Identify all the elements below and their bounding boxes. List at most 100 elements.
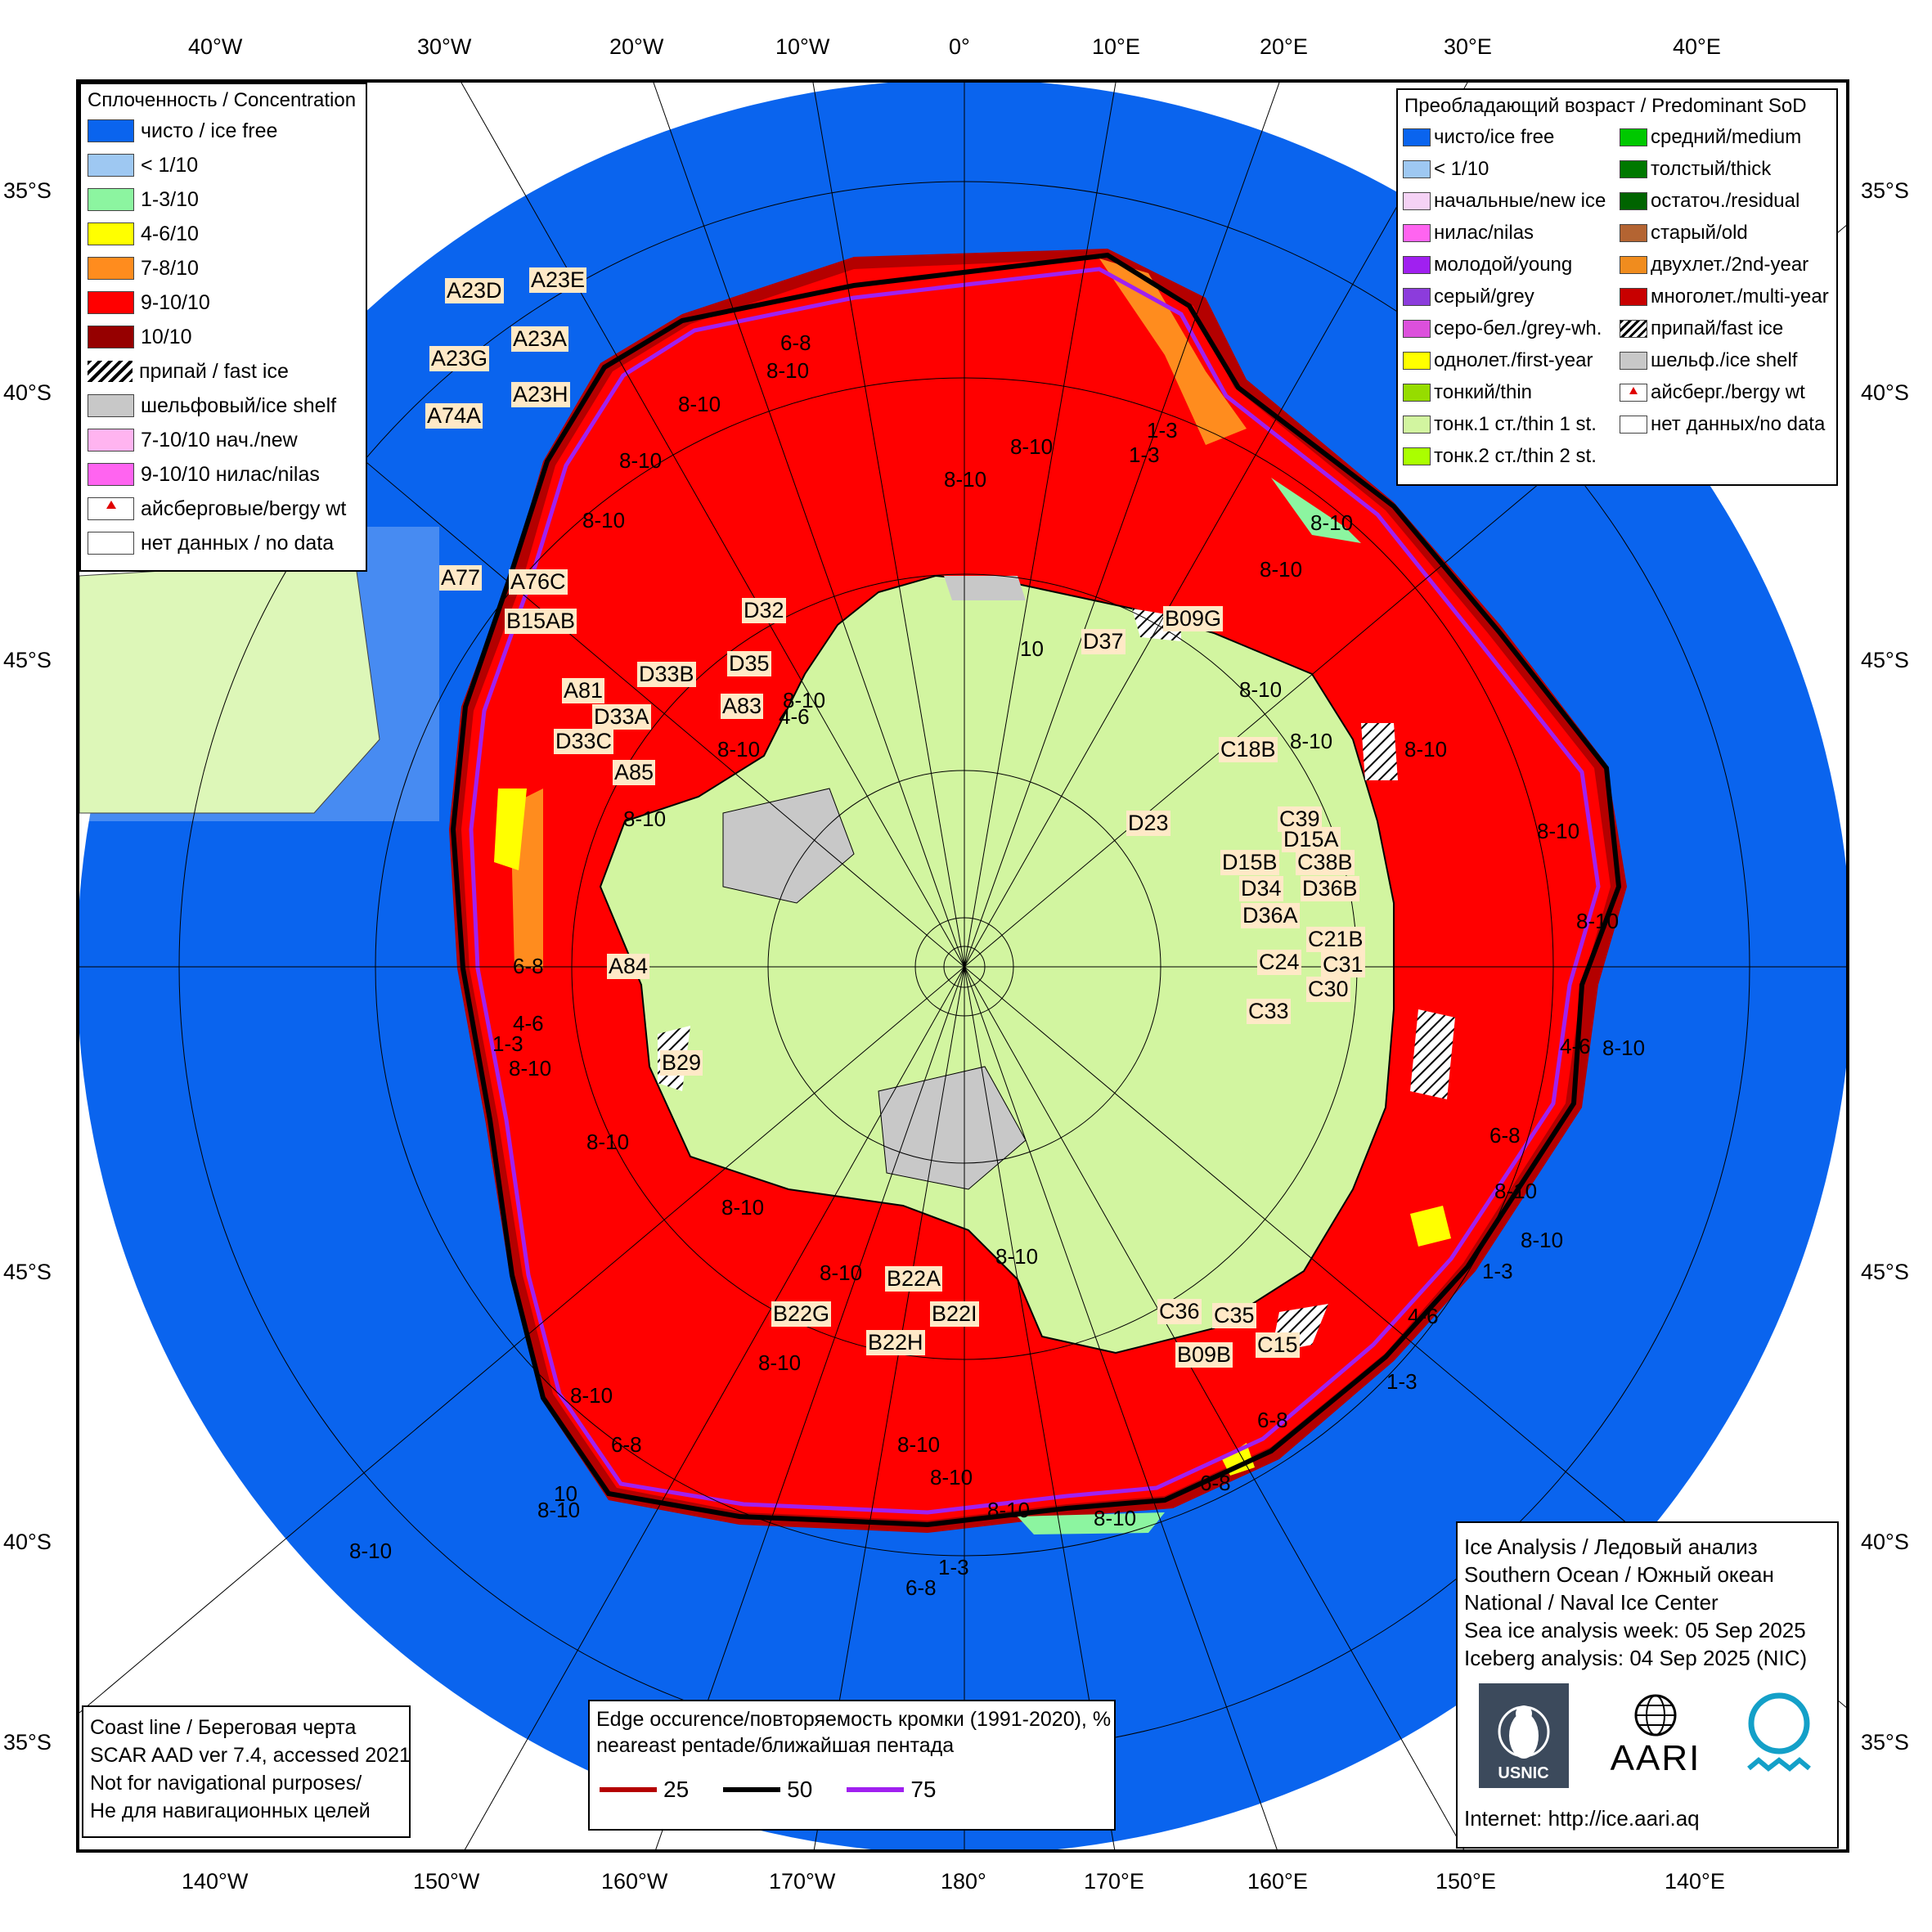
legend-swatch: [1403, 351, 1431, 370]
ice-1-3-patch: [1271, 478, 1361, 543]
concentration-label: 8-10: [717, 737, 761, 762]
info-line: Ice Analysis / Ледовый анализ: [1464, 1534, 1758, 1559]
legend-label: шельф./ice shelf: [1651, 348, 1798, 371]
concentration-label: 8-10: [930, 1465, 973, 1489]
legend-row: толстый/thick: [1620, 153, 1831, 185]
legend-swatch: [1403, 383, 1431, 402]
lon-label-bottom: 180°: [941, 1869, 986, 1894]
legend-row: многолет./multi-year: [1620, 281, 1831, 312]
iceberg-label: A84: [607, 954, 650, 979]
legend-swatch: [1403, 447, 1431, 465]
concentration-label: 8-10: [678, 392, 721, 416]
lon-label-bottom: 160°W: [601, 1869, 668, 1894]
legend-row: шельфовый/ice shelf: [81, 389, 366, 423]
legend-label: тонкий/thin: [1434, 380, 1532, 403]
legend-label: 7-8/10: [141, 256, 199, 280]
legend-label: двухлет./2nd-year: [1651, 253, 1809, 276]
edge-line-swatch: [723, 1787, 781, 1792]
lon-label-top: 0°: [949, 34, 970, 59]
legend-swatch: [1403, 319, 1431, 338]
coast-line: SCAR AAD ver 7.4, accessed 2021: [90, 1744, 411, 1767]
legend-row: тонк.1 ст./thin 1 st.: [1403, 408, 1615, 440]
iceberg-label: C18B: [1219, 737, 1278, 762]
usnic-logo: USNIC: [1478, 1683, 1569, 1788]
concentration-label: 8-10: [619, 448, 663, 473]
legend-swatch: [88, 257, 134, 280]
concentration-label: 8-10: [1310, 510, 1354, 535]
sod-legend: Преобладающий возраст / Predominant SoD …: [1396, 88, 1838, 486]
edge-line-swatch: [600, 1787, 657, 1792]
lat-label-right: 40°S: [1861, 380, 1909, 405]
legend-label: многолет./multi-year: [1651, 285, 1829, 308]
lon-label-bottom: 140°E: [1665, 1869, 1725, 1894]
iceberg-label: D36B: [1301, 876, 1359, 901]
legend-row: серо-бел./grey-wh.: [1403, 312, 1615, 344]
iceberg-label: D37: [1081, 629, 1126, 654]
concentration-label: 10: [554, 1481, 577, 1506]
legend-label: 10/10: [141, 325, 192, 348]
legend-label: 4-6/10: [141, 222, 199, 245]
internet-link[interactable]: Internet: http://ice.aari.aq: [1464, 1806, 1700, 1831]
edge-legend-item: 25: [590, 1777, 689, 1803]
aari-logo: AARI: [1611, 1692, 1701, 1779]
legend-swatch: [88, 154, 134, 177]
legend-row: однолет./first-year: [1403, 344, 1615, 376]
iceberg-label: C24: [1257, 950, 1301, 975]
iceberg-label: D36A: [1241, 903, 1300, 928]
concentration-label: 8-10: [1576, 909, 1620, 933]
legend-row: чисто / ice free: [81, 114, 366, 148]
lat-label-right: 45°S: [1861, 648, 1909, 672]
legend-label: айсберг./bergy wt: [1651, 380, 1805, 403]
legend-row: тонкий/thin: [1403, 376, 1615, 408]
concentration-label: 6-8: [905, 1575, 937, 1600]
iceberg-label: C15: [1256, 1332, 1300, 1358]
concentration-label: 8-10: [1239, 677, 1283, 702]
legend-row: < 1/10: [1403, 153, 1615, 185]
lat-label-left: 35°S: [3, 1730, 52, 1755]
concentration-label: 4-6: [513, 1011, 544, 1036]
legend-swatch: [1403, 415, 1431, 434]
legend-row: чисто/ice free: [1403, 121, 1615, 153]
sod-legend-title: Преобладающий возраст / Predominant SoD: [1404, 95, 1807, 117]
legend-swatch: [88, 361, 133, 382]
lat-label-left: 35°S: [3, 178, 52, 203]
iceberg-label: A74A: [425, 403, 483, 429]
legend-row: айсберговые/bergy wt: [81, 492, 366, 526]
legend-row: 1-3/10: [81, 182, 366, 217]
iceberg-label: D15A: [1282, 827, 1341, 852]
iceberg-label: B22G: [771, 1301, 832, 1327]
iceberg-label: B22I: [930, 1301, 979, 1327]
legend-label: чисто / ice free: [141, 119, 278, 142]
lon-label-top: 20°E: [1260, 34, 1308, 59]
legend-swatch: [1620, 128, 1647, 146]
legend-label: начальные/new ice: [1434, 189, 1606, 212]
concentration-label: 1-3: [938, 1555, 969, 1579]
legend-row: средний/medium: [1620, 121, 1831, 153]
coastline-box: Coast line / Береговая черта SCAR AAD ve…: [82, 1705, 411, 1838]
legend-swatch: [88, 394, 134, 417]
legend-swatch: [88, 326, 134, 348]
legend-row: 7-8/10: [81, 251, 366, 285]
legend-swatch: [88, 532, 134, 555]
iceberg-label: D33A: [592, 704, 651, 730]
lat-label-left: 40°S: [3, 380, 52, 405]
legend-row: тонк.2 ст./thin 2 st.: [1403, 440, 1615, 472]
ice-1-3-patch: [1018, 1512, 1165, 1534]
legend-swatch: [1403, 255, 1431, 274]
lon-label-bottom: 140°W: [182, 1869, 249, 1894]
edge-subtitle: neareast pentade/ближайшая пентада: [596, 1734, 955, 1757]
concentration-label: 6-8: [780, 330, 811, 355]
legend-label: серый/grey: [1434, 285, 1534, 308]
concentration-label: 8-10: [570, 1383, 613, 1408]
legend-swatch: [1620, 255, 1647, 274]
legend-label: шельфовый/ice shelf: [141, 393, 337, 417]
iceberg-label: D34: [1239, 876, 1283, 901]
lon-label-top: 40°W: [188, 34, 243, 59]
bergy-water-icon: [88, 497, 134, 520]
lat-label-right: 45°S: [1861, 1260, 1909, 1284]
legend-row: молодой/young: [1403, 249, 1615, 281]
info-line: National / Naval Ice Center: [1464, 1590, 1719, 1615]
iceberg-label: A23E: [529, 267, 587, 293]
lat-label-right: 40°S: [1861, 1530, 1909, 1554]
iceberg-label: D32: [742, 598, 786, 623]
